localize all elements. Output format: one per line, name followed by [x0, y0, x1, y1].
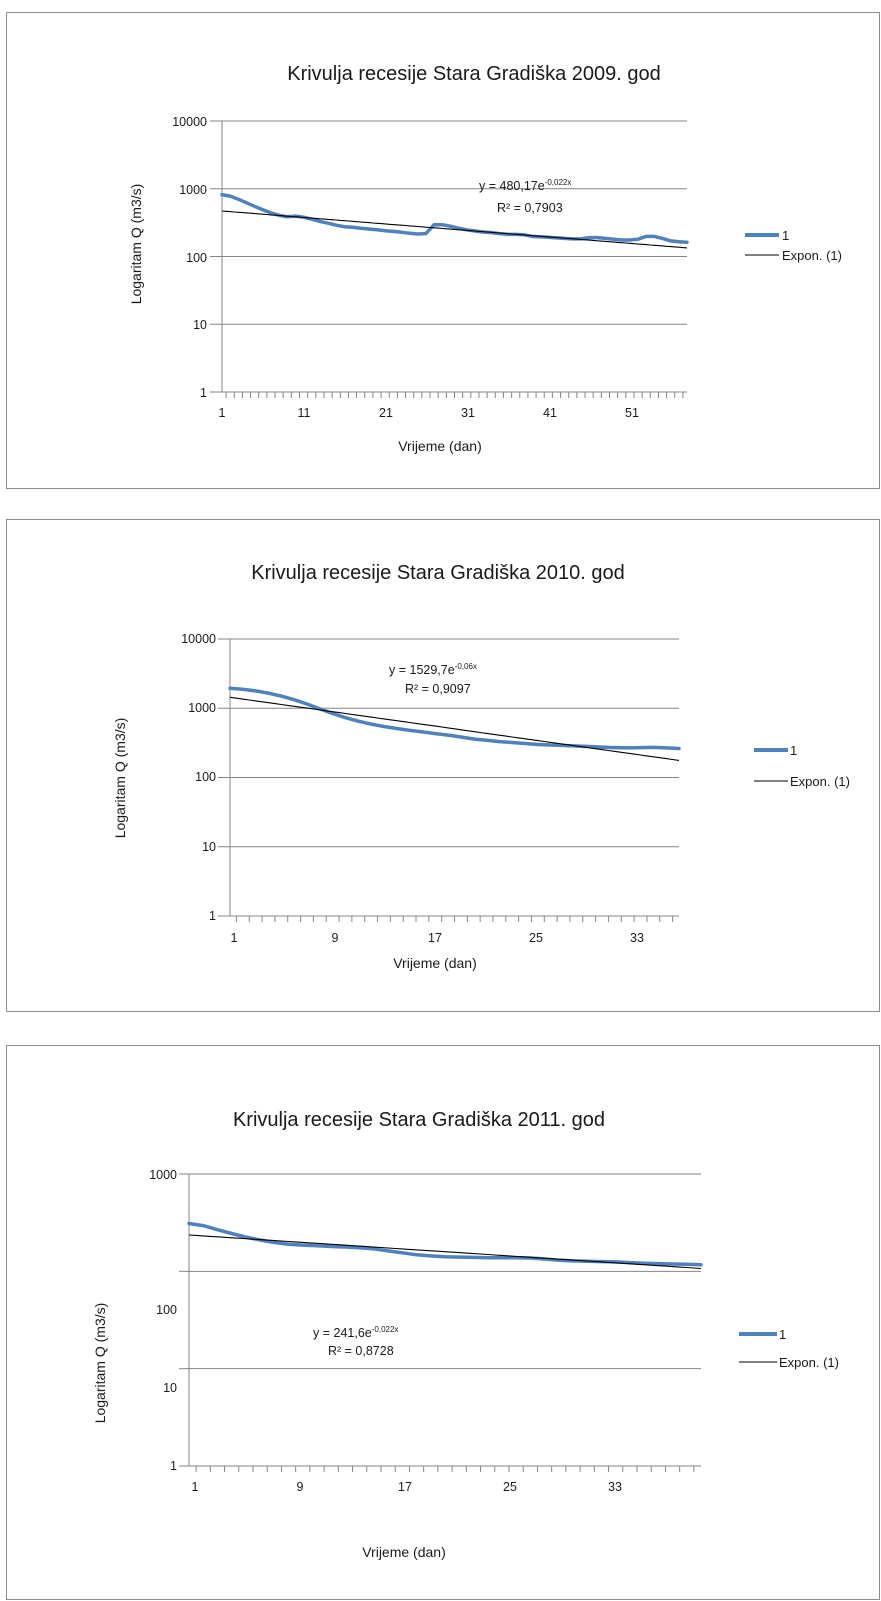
trendline-expon: [229, 696, 680, 761]
chart-svg-2010: Krivulja recesije Stara Gradiška 2010. g…: [112, 562, 850, 971]
legend-label-series: 1: [779, 1327, 786, 1342]
trendline-equation: y = 1529,7e-0,06x: [389, 662, 477, 677]
equation-exponent: -0,022x: [545, 178, 572, 187]
x-axis-title: Vrijeme (dan): [362, 1544, 446, 1560]
r-squared-label: R² = 0,9097: [405, 682, 471, 696]
chart-title: Krivulja recesije Stara Gradiška 2010. g…: [251, 562, 625, 584]
legend: 1 Expon. (1): [739, 1327, 839, 1370]
y-tick-label: 10: [163, 1381, 177, 1395]
x-tick-label: 33: [630, 931, 644, 945]
x-tick-label: 33: [608, 1480, 622, 1494]
chart-svg-2009: Krivulja recesije Stara Gradiška 2009. g…: [128, 63, 842, 454]
trendline-expon: [188, 1234, 702, 1270]
equation-exponent: -0,022x: [372, 1325, 399, 1334]
x-tick-label: 1: [231, 931, 238, 945]
y-tick-labels: 10000 1000 100 10 1: [181, 632, 216, 923]
x-axis-title: Vrijeme (dan): [398, 438, 482, 454]
trendline-equation: y = 480,17e-0,022x: [479, 178, 571, 193]
series-line-1: [228, 686, 681, 751]
x-tick-labels: 1 9 17 25 33: [231, 931, 644, 945]
series-line-1: [220, 192, 689, 245]
y-tick-label: 1: [209, 909, 216, 923]
chart-title: Krivulja recesije Stara Gradiška 2011. g…: [233, 1109, 605, 1131]
chart-svg-2011: Krivulja recesije Stara Gradiška 2011. g…: [92, 1109, 839, 1560]
legend-label-series: 1: [790, 743, 797, 758]
y-tick-label: 100: [186, 251, 207, 265]
equation-main: y = 1529,7e: [389, 663, 455, 677]
y-tick-label: 1: [170, 1459, 177, 1473]
y-tick-labels: 1000 100 10 1: [149, 1168, 177, 1473]
x-tick-label: 17: [428, 931, 442, 945]
trendline-expon: [221, 210, 688, 249]
y-axis-title: Logaritam Q (m3/s): [112, 718, 128, 839]
y-tick-label: 10000: [181, 632, 216, 646]
y-tick-label: 100: [156, 1303, 177, 1317]
y-tick-label: 1: [200, 386, 207, 400]
y-tick-label: 10: [193, 318, 207, 332]
x-tick-label: 9: [297, 1480, 304, 1494]
legend: 1 Expon. (1): [745, 228, 842, 263]
x-tick-label: 17: [398, 1480, 412, 1494]
y-axis-title: Logaritam Q (m3/s): [92, 1303, 108, 1424]
chart-panel-2010: Krivulja recesije Stara Gradiška 2010. g…: [6, 519, 880, 1012]
x-tick-label: 31: [461, 406, 475, 420]
legend-label-trend: Expon. (1): [782, 248, 842, 263]
gridlines: [210, 120, 687, 398]
equation-main: y = 480,17e: [479, 179, 545, 193]
y-tick-label: 100: [195, 770, 216, 784]
x-tick-label: 9: [332, 931, 339, 945]
equation-main: y = 241,6e: [313, 1326, 372, 1340]
r-squared-label: R² = 0,8728: [328, 1344, 394, 1358]
y-tick-label: 10: [202, 840, 216, 854]
chart-panel-2011: Krivulja recesije Stara Gradiška 2011. g…: [6, 1045, 880, 1600]
gridlines: [179, 1173, 701, 1472]
legend: 1 Expon. (1): [754, 743, 850, 789]
x-tick-label: 25: [529, 931, 543, 945]
y-tick-labels: 10000 1000 100 10 1: [172, 115, 207, 400]
legend-label-trend: Expon. (1): [779, 1355, 839, 1370]
series-line-1: [187, 1221, 703, 1267]
y-tick-label: 1000: [149, 1168, 177, 1182]
x-tick-labels: 1 9 17 25 33: [192, 1480, 622, 1494]
legend-label-trend: Expon. (1): [790, 774, 850, 789]
x-tick-label: 51: [625, 406, 639, 420]
y-axis-title: Logaritam Q (m3/s): [128, 184, 144, 305]
x-tick-label: 25: [503, 1480, 517, 1494]
chart-panel-2009: Krivulja recesije Stara Gradiška 2009. g…: [6, 12, 880, 489]
legend-label-series: 1: [782, 228, 789, 243]
y-tick-label: 1000: [179, 183, 207, 197]
y-tick-label: 10000: [172, 115, 207, 129]
x-tick-labels: 1 11 21 31 41 51: [219, 406, 639, 420]
trendline-equation: y = 241,6e-0,022x: [313, 1325, 398, 1340]
chart-title: Krivulja recesije Stara Gradiška 2009. g…: [287, 63, 661, 85]
gridlines: [218, 638, 679, 922]
equation-exponent: -0,06x: [455, 662, 477, 671]
x-tick-label: 41: [543, 406, 557, 420]
r-squared-label: R² = 0,7903: [497, 201, 563, 215]
x-tick-label: 1: [192, 1480, 199, 1494]
y-tick-label: 1000: [188, 701, 216, 715]
x-tick-label: 1: [219, 406, 226, 420]
x-tick-label: 11: [298, 406, 311, 420]
x-axis-title: Vrijeme (dan): [393, 955, 477, 971]
x-tick-label: 21: [379, 406, 393, 420]
